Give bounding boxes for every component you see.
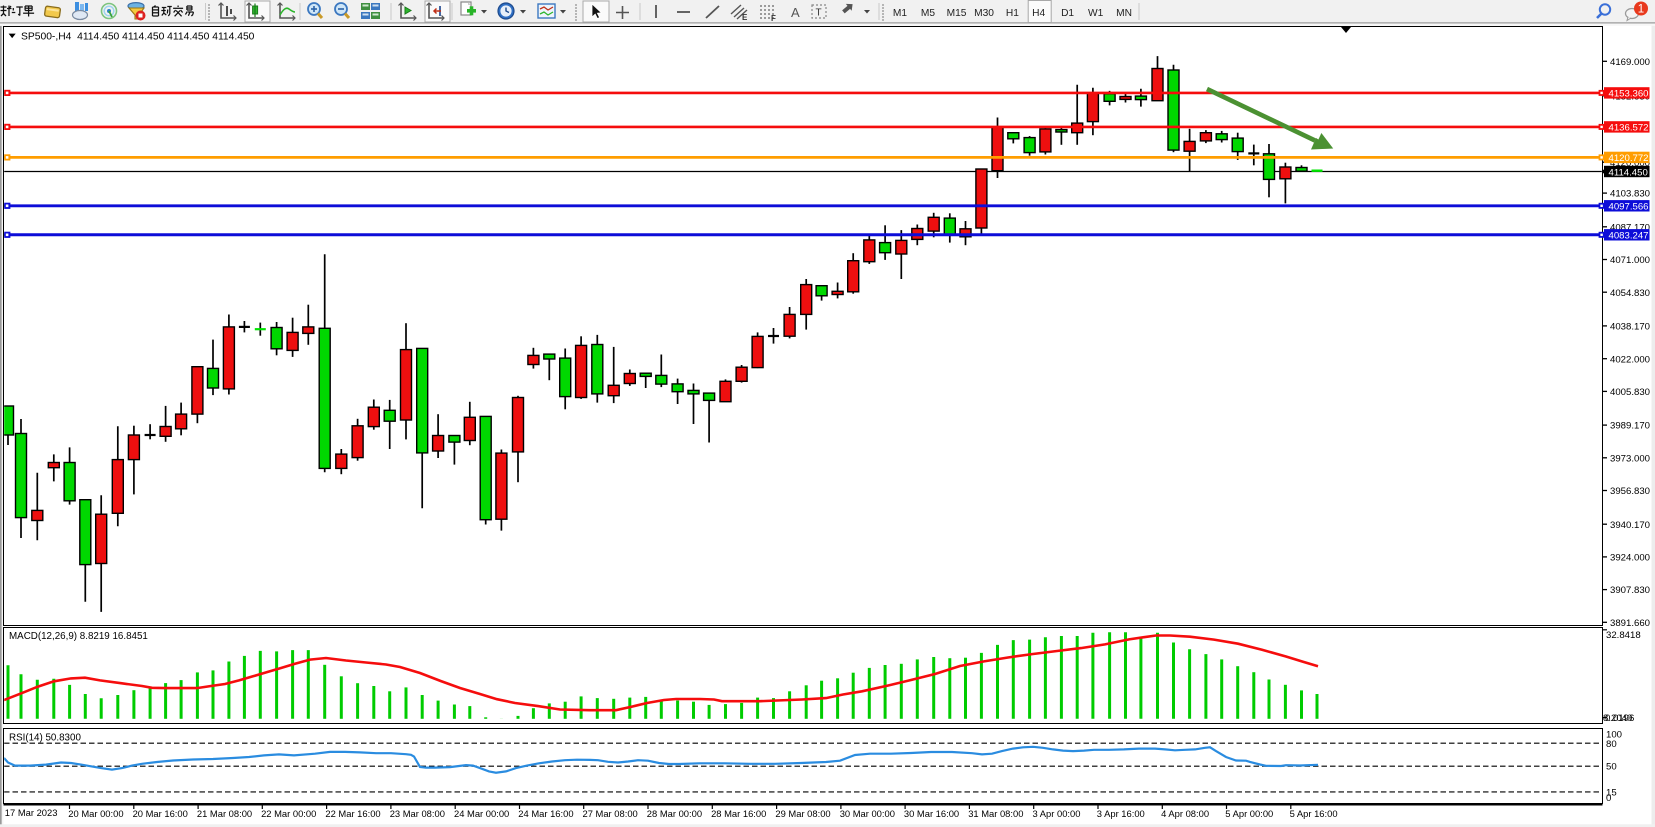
svg-text:4087.170: 4087.170 [1610, 222, 1650, 233]
svg-text:H4: H4 [1032, 8, 1045, 19]
svg-text:15: 15 [1606, 788, 1617, 799]
svg-text:5 Apr 16:00: 5 Apr 16:00 [1290, 808, 1338, 819]
svg-text:4071.000: 4071.000 [1610, 255, 1650, 266]
svg-text:4038.170: 4038.170 [1610, 322, 1650, 333]
svg-text:M5: M5 [921, 8, 935, 19]
svg-text:3956.830: 3956.830 [1610, 486, 1650, 497]
svg-text:H1: H1 [1006, 8, 1019, 19]
svg-text:3 Apr 00:00: 3 Apr 00:00 [1033, 808, 1081, 819]
svg-text:RSI(14) 50.8300: RSI(14) 50.8300 [9, 733, 81, 744]
svg-text:27 Mar 08:00: 27 Mar 08:00 [583, 808, 638, 819]
svg-text:E: E [742, 13, 748, 22]
svg-text:31 Mar 08:00: 31 Mar 08:00 [968, 808, 1023, 819]
svg-text:M15: M15 [947, 8, 967, 19]
svg-text:4097.566: 4097.566 [1609, 202, 1649, 213]
svg-text:23 Mar 08:00: 23 Mar 08:00 [390, 808, 445, 819]
svg-text:20 Mar 16:00: 20 Mar 16:00 [133, 808, 188, 819]
svg-text:3 Apr 16:00: 3 Apr 16:00 [1097, 808, 1145, 819]
svg-text:3924.000: 3924.000 [1610, 553, 1650, 564]
svg-text:4120.000: 4120.000 [1610, 158, 1650, 169]
svg-text:22 Mar 16:00: 22 Mar 16:00 [325, 808, 380, 819]
svg-text:MACD(12,26,9) 8.8219 16.8451: MACD(12,26,9) 8.8219 16.8451 [9, 631, 148, 642]
svg-text:T: T [816, 8, 822, 19]
svg-text:30 Mar 16:00: 30 Mar 16:00 [904, 808, 959, 819]
svg-text:W1: W1 [1088, 8, 1104, 19]
svg-text:M30: M30 [974, 8, 994, 19]
svg-text:D1: D1 [1061, 8, 1074, 19]
svg-text:M1: M1 [893, 8, 907, 19]
svg-text:4136.572: 4136.572 [1609, 123, 1649, 134]
svg-text:0.0196: 0.0196 [1605, 713, 1634, 724]
svg-text:1: 1 [1638, 4, 1644, 16]
svg-text:3973.000: 3973.000 [1610, 453, 1650, 464]
svg-text:4153.360: 4153.360 [1609, 89, 1649, 100]
svg-text:100: 100 [1606, 730, 1622, 741]
svg-text:SP500-,H4 4114.450 4114.450 4: SP500-,H4 4114.450 4114.450 4114.450 411… [21, 32, 255, 43]
svg-text:80: 80 [1606, 739, 1617, 750]
svg-text:4022.000: 4022.000 [1610, 354, 1650, 365]
svg-text:17 Mar 2023: 17 Mar 2023 [5, 807, 58, 818]
svg-text:4083.247: 4083.247 [1609, 231, 1649, 242]
svg-text:0: 0 [1606, 793, 1611, 804]
svg-text:29 Mar 08:00: 29 Mar 08:00 [775, 808, 830, 819]
svg-text:20 Mar 00:00: 20 Mar 00:00 [68, 808, 123, 819]
svg-text:4114.450: 4114.450 [1609, 167, 1648, 178]
svg-text:3940.170: 3940.170 [1610, 520, 1650, 531]
svg-text:24 Mar 16:00: 24 Mar 16:00 [518, 808, 573, 819]
svg-text:30 Mar 00:00: 30 Mar 00:00 [840, 808, 895, 819]
svg-text:F: F [771, 14, 776, 23]
svg-text:3989.170: 3989.170 [1610, 421, 1650, 432]
svg-text:8.2040: 8.2040 [1603, 713, 1632, 724]
svg-text:5 Apr 00:00: 5 Apr 00:00 [1225, 808, 1273, 819]
svg-text:4 Apr 08:00: 4 Apr 08:00 [1161, 808, 1209, 819]
svg-text:21 Mar 08:00: 21 Mar 08:00 [197, 808, 252, 819]
svg-text:24 Mar 00:00: 24 Mar 00:00 [454, 808, 509, 819]
svg-text:28 Mar 16:00: 28 Mar 16:00 [711, 808, 766, 819]
svg-text:3907.830: 3907.830 [1610, 585, 1650, 596]
svg-text:4169.000: 4169.000 [1610, 57, 1650, 68]
svg-text:4054.830: 4054.830 [1610, 288, 1650, 299]
svg-text:22 Mar 00:00: 22 Mar 00:00 [261, 808, 316, 819]
svg-text:28 Mar 00:00: 28 Mar 00:00 [647, 808, 702, 819]
svg-text:4103.830: 4103.830 [1610, 189, 1650, 200]
svg-text:50: 50 [1606, 761, 1617, 772]
svg-text:MN: MN [1116, 8, 1132, 19]
svg-text:3891.660: 3891.660 [1610, 618, 1650, 629]
svg-text:32.8418: 32.8418 [1606, 630, 1641, 641]
svg-text:A: A [791, 5, 800, 20]
svg-text:4120.772: 4120.772 [1609, 153, 1649, 164]
svg-text:4005.830: 4005.830 [1610, 387, 1650, 398]
